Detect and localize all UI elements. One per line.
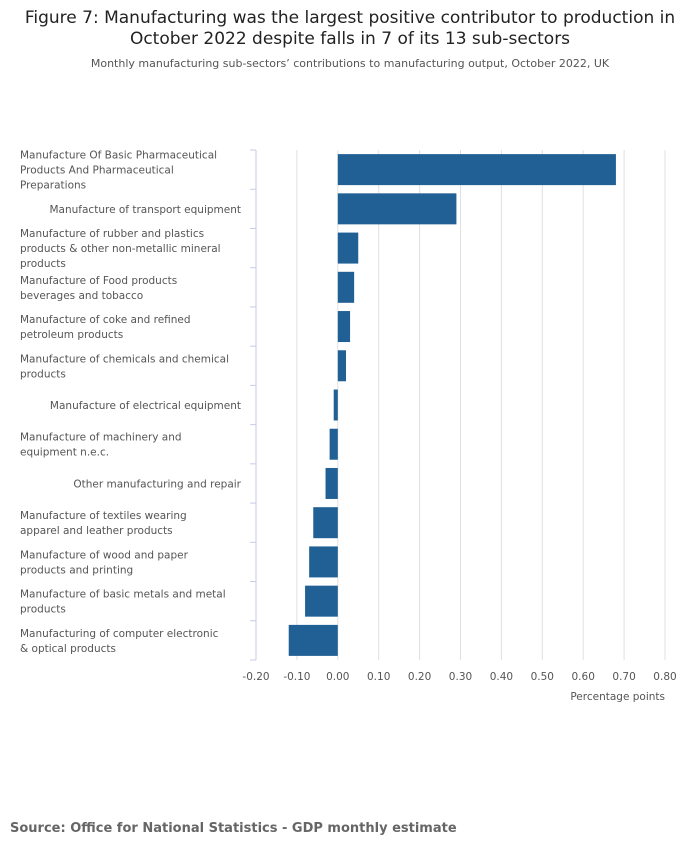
x-axis-title: Percentage points [570, 691, 665, 703]
x-tick-label: 0.70 [612, 671, 635, 683]
x-tick-label: -0.20 [242, 671, 269, 683]
bar [337, 232, 359, 264]
source-note: Source: Office for National Statistics -… [10, 821, 457, 836]
bar [337, 193, 457, 225]
category-label: Manufacture of rubber and plastics produc… [20, 228, 221, 270]
x-tick-label: 0.50 [531, 671, 554, 683]
bar [337, 154, 616, 186]
x-tick-label: 0.10 [367, 671, 390, 683]
chart-subtitle: Monthly manufacturing sub-sectors’ contr… [90, 57, 610, 70]
chart-title: Figure 7: Manufacturing was the largest … [24, 8, 676, 49]
x-tick-label: 0.20 [408, 671, 431, 683]
category-label: Manufacture Of Basic Pharmaceutical Produ… [20, 150, 217, 192]
bar [337, 311, 351, 343]
category-label: Manufacture of electrical equipment [50, 400, 241, 412]
bar [325, 467, 338, 499]
bar [333, 389, 338, 421]
bar [329, 428, 338, 460]
x-tick-label: 0.60 [572, 671, 595, 683]
bar [305, 585, 338, 617]
category-label: Manufacture of machinery and equipment n.… [20, 432, 182, 459]
category-label: Manufacture of coke and refined petroleum… [20, 314, 191, 341]
category-label: Manufacture of textiles wearing apparel a… [20, 510, 187, 537]
bar [337, 350, 346, 382]
category-label: Other manufacturing and repair [73, 478, 241, 490]
category-label: Manufacture of basic metals and metal pro… [20, 589, 226, 616]
category-label: Manufacture of transport equipment [50, 204, 242, 216]
bar [337, 271, 355, 303]
x-tick-label: 0.00 [326, 671, 349, 683]
category-label: Manufacturing of computer electronic & op… [20, 628, 219, 655]
category-label: Manufacture of Food products beverages an… [20, 275, 177, 302]
category-label: Manufacture of wood and paper products an… [20, 549, 189, 576]
x-tick-label: -0.10 [283, 671, 310, 683]
x-tick-label: 0.80 [653, 671, 676, 683]
x-tick-label: 0.40 [490, 671, 513, 683]
bar [313, 507, 338, 539]
bar [288, 624, 338, 656]
bar [309, 546, 338, 578]
x-tick-label: 0.30 [449, 671, 472, 683]
category-label: Manufacture of chemicals and chemical pro… [20, 353, 229, 380]
